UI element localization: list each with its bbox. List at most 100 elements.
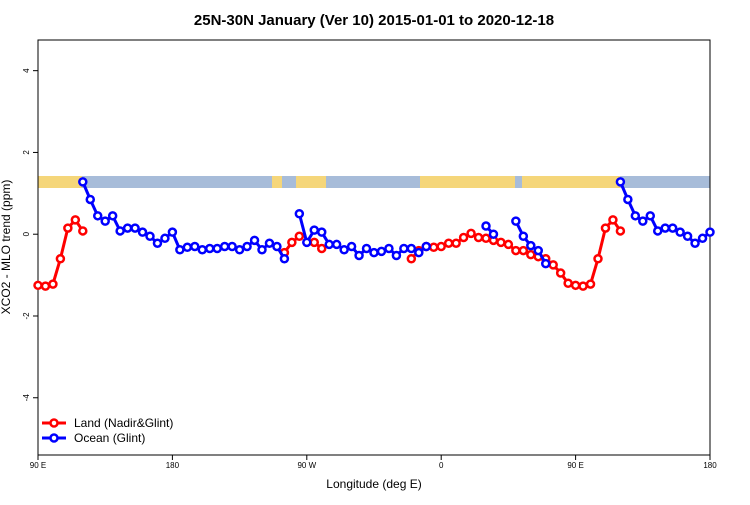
x-tick-label: 90 W (297, 461, 316, 470)
data-point (384, 243, 394, 254)
y-tick-label: 0 (22, 231, 31, 236)
data-point (63, 223, 73, 233)
x-tick-label: 180 (166, 461, 180, 470)
data-point (451, 238, 461, 248)
data-point (503, 239, 514, 250)
data-point (585, 279, 596, 289)
data-point (324, 239, 334, 250)
data-point (354, 250, 364, 261)
data-point (518, 245, 529, 256)
data-point (316, 227, 327, 237)
data-point (130, 223, 140, 233)
data-point (399, 243, 409, 254)
data-point (197, 244, 208, 255)
legend: Land (Nadir&Glint)Ocean (Glint) (42, 416, 173, 445)
data-point (227, 241, 237, 252)
data-point (675, 227, 685, 237)
data-point (361, 243, 372, 254)
data-point (92, 211, 103, 221)
data-point (518, 231, 529, 242)
plot-frame (37, 39, 711, 456)
data-point (443, 238, 454, 248)
data-point (55, 253, 66, 264)
data-point (511, 216, 521, 226)
data-point (167, 227, 178, 237)
data-point (309, 237, 320, 248)
data-point (414, 247, 424, 258)
data-point (533, 245, 544, 256)
data-point (578, 281, 588, 291)
data-point (264, 238, 275, 248)
data-point (697, 233, 708, 244)
data-point (548, 260, 558, 270)
legend-marker (49, 433, 59, 443)
chart-title: 25N-30N January (Ver 10) 2015-01-01 to 2… (194, 12, 554, 29)
data-point (137, 227, 148, 237)
data-point (496, 237, 506, 248)
data-point (436, 241, 446, 252)
data-point (555, 268, 566, 278)
data-point (279, 253, 290, 264)
data-point (369, 247, 379, 258)
data-point (33, 280, 43, 291)
data-point (526, 240, 536, 251)
x-tick-label: 0 (439, 461, 444, 470)
data-point (204, 243, 215, 254)
data-point (481, 233, 491, 244)
data-point (219, 241, 230, 252)
x-axis-label: Longitude (deg E) (326, 477, 421, 491)
data-point (458, 232, 469, 243)
data-point (600, 223, 611, 233)
legend-label: Land (Nadir&Glint) (74, 416, 173, 430)
data-point (391, 250, 402, 261)
data-point (563, 278, 573, 289)
data-point (481, 221, 491, 231)
data-point (145, 231, 155, 242)
data-point (48, 279, 58, 289)
data-point (309, 225, 320, 235)
data-point (466, 228, 476, 239)
y-tick-label: -4 (22, 394, 31, 402)
data-point (615, 226, 626, 236)
data-point (511, 245, 521, 256)
data-point (294, 209, 305, 219)
x-tick-label: 180 (703, 461, 717, 470)
data-point (160, 233, 170, 244)
data-point (212, 243, 222, 254)
data-point (690, 238, 700, 248)
data-point (638, 216, 648, 226)
data-point (294, 231, 305, 242)
data-point (122, 223, 133, 233)
data-point (488, 229, 499, 239)
data-point (190, 241, 200, 252)
data-point (570, 280, 581, 291)
x-tick-label: 90 E (567, 461, 583, 470)
data-point (667, 223, 678, 233)
data-point (115, 226, 125, 236)
y-tick-label: -2 (22, 312, 31, 320)
data-point (421, 241, 432, 252)
data-point (652, 226, 663, 236)
data-point (316, 243, 327, 254)
data-point (272, 241, 282, 252)
y-axis-label: XCO2 - MLO trend (ppm) (0, 180, 13, 315)
data-point (234, 244, 245, 255)
data-point (473, 232, 484, 243)
data-point (85, 194, 96, 205)
data-point (331, 239, 342, 250)
data-point (593, 253, 603, 264)
data-point (257, 244, 267, 255)
y-tick-label: 2 (22, 150, 31, 155)
data-point (526, 249, 536, 260)
data-point (406, 243, 417, 254)
data-point (540, 258, 551, 269)
data-point (682, 231, 693, 242)
legend-marker (49, 418, 59, 428)
data-point (70, 215, 81, 225)
data-point (152, 238, 163, 248)
data-point (287, 237, 297, 248)
data-point (623, 194, 633, 205)
data-point (249, 235, 260, 246)
data-point (705, 227, 715, 237)
